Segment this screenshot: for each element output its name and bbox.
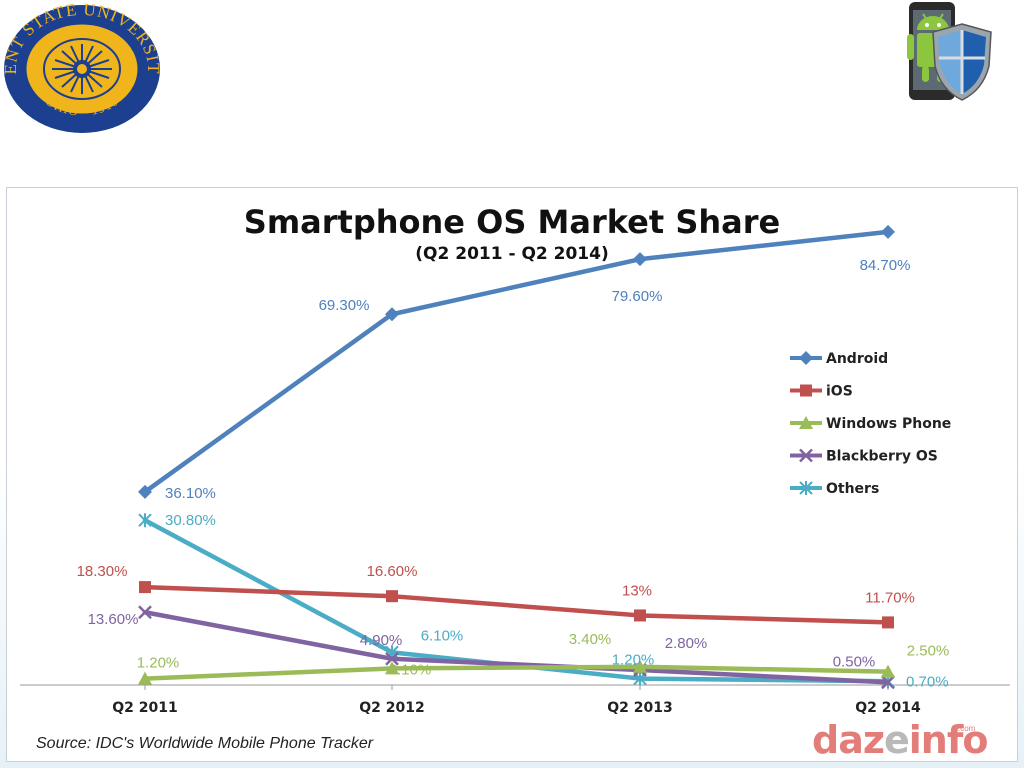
data-label-others: 30.80%	[165, 512, 216, 529]
data-point-windows-phone	[633, 659, 647, 673]
series-line-windows-phone	[142, 664, 891, 681]
legend-label-ios: iOS	[826, 384, 853, 400]
chart-subtitle: (Q2 2011 - Q2 2014)	[415, 244, 609, 264]
data-point-blackberry-os	[881, 675, 895, 690]
legend-marker-ios	[800, 384, 812, 397]
data-point-android	[138, 484, 152, 499]
x-tick-label: Q2 2011	[112, 700, 177, 716]
legend-marker-blackberry-os	[799, 448, 813, 463]
data-label-blackberry-os: 2.80%	[665, 635, 708, 652]
legend-marker-windows-phone	[799, 416, 813, 429]
brand-part3: info	[908, 718, 989, 762]
data-label-android: 69.30%	[319, 297, 370, 314]
data-point-windows-phone	[138, 671, 152, 685]
legend-marker-android	[799, 351, 813, 365]
kent-state-seal-logo: KENT STATE UNIVERSITY OHIO · 1910	[2, 2, 162, 133]
data-point-ios	[139, 581, 151, 594]
legend-label-android: Android	[826, 351, 888, 367]
dazeinfo-logo: dazeinfo	[812, 718, 989, 762]
data-label-windows-phone: 1.20%	[137, 655, 180, 672]
data-label-android: 36.10%	[165, 485, 216, 502]
data-label-blackberry-os: 4.90%	[360, 632, 403, 649]
data-point-android	[633, 252, 647, 267]
data-point-android	[881, 224, 895, 239]
x-tick-label: Q2 2012	[359, 700, 424, 716]
legend-label-windows-phone: Windows Phone	[826, 416, 951, 432]
chart-title: Smartphone OS Market Share	[243, 203, 781, 241]
data-label-windows-phone: 2.50%	[907, 643, 950, 660]
brand-part2: e	[883, 718, 910, 762]
data-point-android	[385, 307, 399, 322]
data-point-ios	[882, 616, 894, 629]
data-point-others	[138, 513, 152, 528]
data-label-android: 84.70%	[860, 257, 911, 274]
data-label-ios: 11.70%	[865, 589, 915, 606]
legend-label-blackberry-os: Blackberry OS	[826, 449, 938, 465]
data-point-blackberry-os	[385, 651, 399, 666]
data-point-windows-phone	[385, 661, 399, 675]
x-tick-label: Q2 2014	[855, 700, 921, 716]
brand-part1: daz	[812, 718, 885, 762]
data-label-blackberry-os: 0.50%	[833, 653, 876, 670]
data-point-ios	[386, 590, 398, 603]
data-label-android: 79.60%	[612, 288, 663, 305]
legend-label-others: Others	[826, 481, 879, 497]
series-line-android	[142, 229, 891, 495]
android-shield-icon	[907, 2, 992, 101]
data-label-others: 0.70%	[906, 673, 949, 690]
data-label-others: 6.10%	[421, 627, 464, 644]
data-point-ios	[634, 609, 646, 622]
data-label-ios: 16.60%	[367, 563, 418, 580]
data-label-blackberry-os: 13.60%	[88, 611, 139, 628]
data-label-windows-phone: 3.10%	[389, 661, 432, 678]
series-line-ios	[142, 584, 891, 625]
source-note: Source: IDC's Worldwide Mobile Phone Tra…	[36, 735, 374, 752]
data-label-ios: 13%	[622, 582, 652, 599]
series-line-blackberry-os	[142, 609, 891, 685]
data-label-others: 1.20%	[612, 652, 655, 669]
legend-marker-others	[799, 481, 813, 495]
data-label-ios: 18.30%	[77, 563, 128, 580]
data-label-windows-phone: 3.40%	[569, 631, 612, 648]
brand-suffix: .com	[958, 724, 976, 733]
data-point-windows-phone	[881, 664, 895, 678]
data-point-blackberry-os	[138, 605, 152, 620]
x-tick-label: Q2 2013	[607, 700, 672, 716]
series-line-others	[142, 517, 891, 684]
